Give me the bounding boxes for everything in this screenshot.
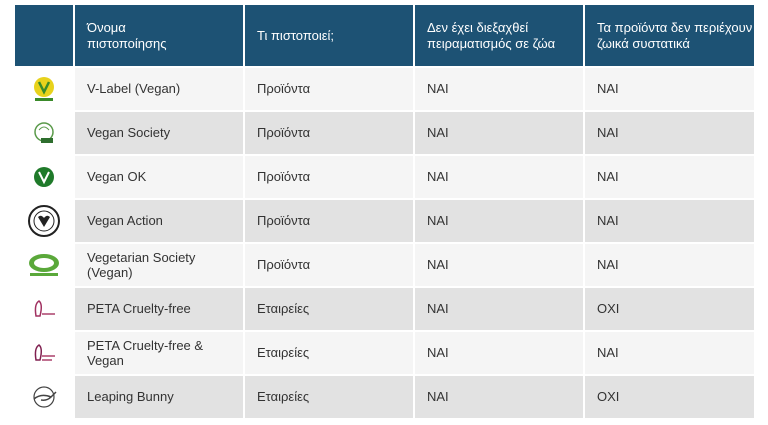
cell: ΝΑΙ — [585, 331, 754, 374]
header-cell: Όνομα πιστοποίησης — [75, 5, 243, 66]
cell: Vegetarian Society (Vegan) — [75, 243, 243, 286]
cell: ΝΑΙ — [415, 67, 583, 110]
cell: PETA Cruelty-free & Vegan — [75, 331, 243, 374]
cell: Προϊόντα — [245, 155, 413, 198]
header-cell: Δεν έχει διεξαχθεί πειραματισμός σε ζώα — [415, 5, 583, 66]
cell: Vegan OK — [75, 155, 243, 198]
cell: ΟΧΙ — [585, 287, 754, 330]
cell: PETA Cruelty-free — [75, 287, 243, 330]
cell: Προϊόντα — [245, 243, 413, 286]
header-cell — [15, 5, 73, 66]
cell: ΝΑΙ — [415, 111, 583, 154]
cell: Προϊόντα — [245, 67, 413, 110]
cell: ΝΑΙ — [585, 155, 754, 198]
cell: ΝΑΙ — [415, 199, 583, 242]
cell: Εταιρείες — [245, 331, 413, 374]
logo — [15, 243, 73, 286]
cell: Vegan Action — [75, 199, 243, 242]
cell: ΝΑΙ — [415, 375, 583, 418]
vegan-action-logo — [28, 204, 60, 237]
cell: Προϊόντα — [245, 199, 413, 242]
logo — [15, 287, 73, 330]
cell: Προϊόντα — [245, 111, 413, 154]
cell: ΝΑΙ — [585, 111, 754, 154]
vegan-ok-logo — [34, 166, 54, 187]
logo — [15, 199, 73, 242]
cell: ΟΧΙ — [585, 375, 754, 418]
cell: Leaping Bunny — [75, 375, 243, 418]
cell: V-Label (Vegan) — [75, 67, 243, 110]
cell: ΝΑΙ — [415, 331, 583, 374]
cell: ΝΑΙ — [415, 243, 583, 286]
logo — [15, 155, 73, 198]
vegan-society-logo — [34, 122, 54, 143]
header-cell: Τα προϊόντα δεν περιέχουν ζωικά συστατικ… — [585, 5, 754, 66]
certification-table: Όνομα πιστοποίησης Τι πιστοποιεί; Δεν έχ… — [15, 5, 754, 418]
leaping-bunny-logo — [33, 386, 57, 408]
logo — [15, 375, 73, 418]
peta-vegan-logo — [34, 343, 55, 361]
cell: ΝΑΙ — [585, 199, 754, 242]
logo — [15, 67, 73, 110]
peta-cruelty-free-logo — [34, 299, 55, 317]
cell: Vegan Society — [75, 111, 243, 154]
header-cell: Τι πιστοποιεί; — [245, 5, 413, 66]
v-label-logo — [34, 76, 54, 101]
cell: ΝΑΙ — [585, 67, 754, 110]
cell: Εταιρείες — [245, 287, 413, 330]
cell: Εταιρείες — [245, 375, 413, 418]
logo — [15, 331, 73, 374]
vegetarian-society-logo — [29, 253, 59, 276]
cell: ΝΑΙ — [415, 155, 583, 198]
cell: ΝΑΙ — [585, 243, 754, 286]
cell: ΝΑΙ — [415, 287, 583, 330]
logo — [15, 111, 73, 154]
